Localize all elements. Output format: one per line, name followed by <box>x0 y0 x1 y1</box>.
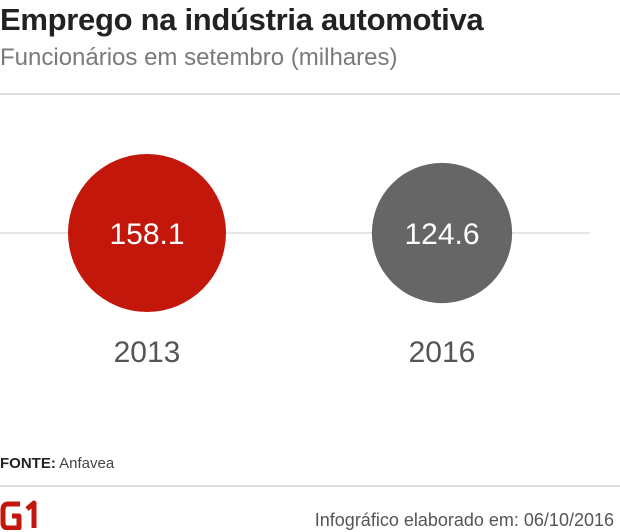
bubble-2016 <box>371 162 513 304</box>
source-value: Anfavea <box>59 455 115 472</box>
category-label-2013: 2013 <box>114 336 181 369</box>
g1-logo <box>0 500 37 530</box>
value-label-2013: 158.1 <box>109 218 184 251</box>
category-label-2016: 2016 <box>409 336 476 369</box>
top-divider <box>0 93 620 95</box>
chart-subtitle: Funcionários em setembro (milhares) <box>0 44 398 71</box>
bubble-2013 <box>68 154 226 312</box>
bottom-divider <box>0 485 620 487</box>
chart-title: Emprego na indústria automotiva <box>0 2 484 37</box>
source-label: FONTE: <box>0 455 56 472</box>
bubble-chart: 158.1 2013 124.6 2016 <box>0 154 590 369</box>
value-label-2016: 124.6 <box>404 218 479 251</box>
source-note: FONTE: Anfavea <box>0 455 114 472</box>
infographic-credit: Infográfico elaborado em: 06/10/2016 <box>314 510 614 530</box>
